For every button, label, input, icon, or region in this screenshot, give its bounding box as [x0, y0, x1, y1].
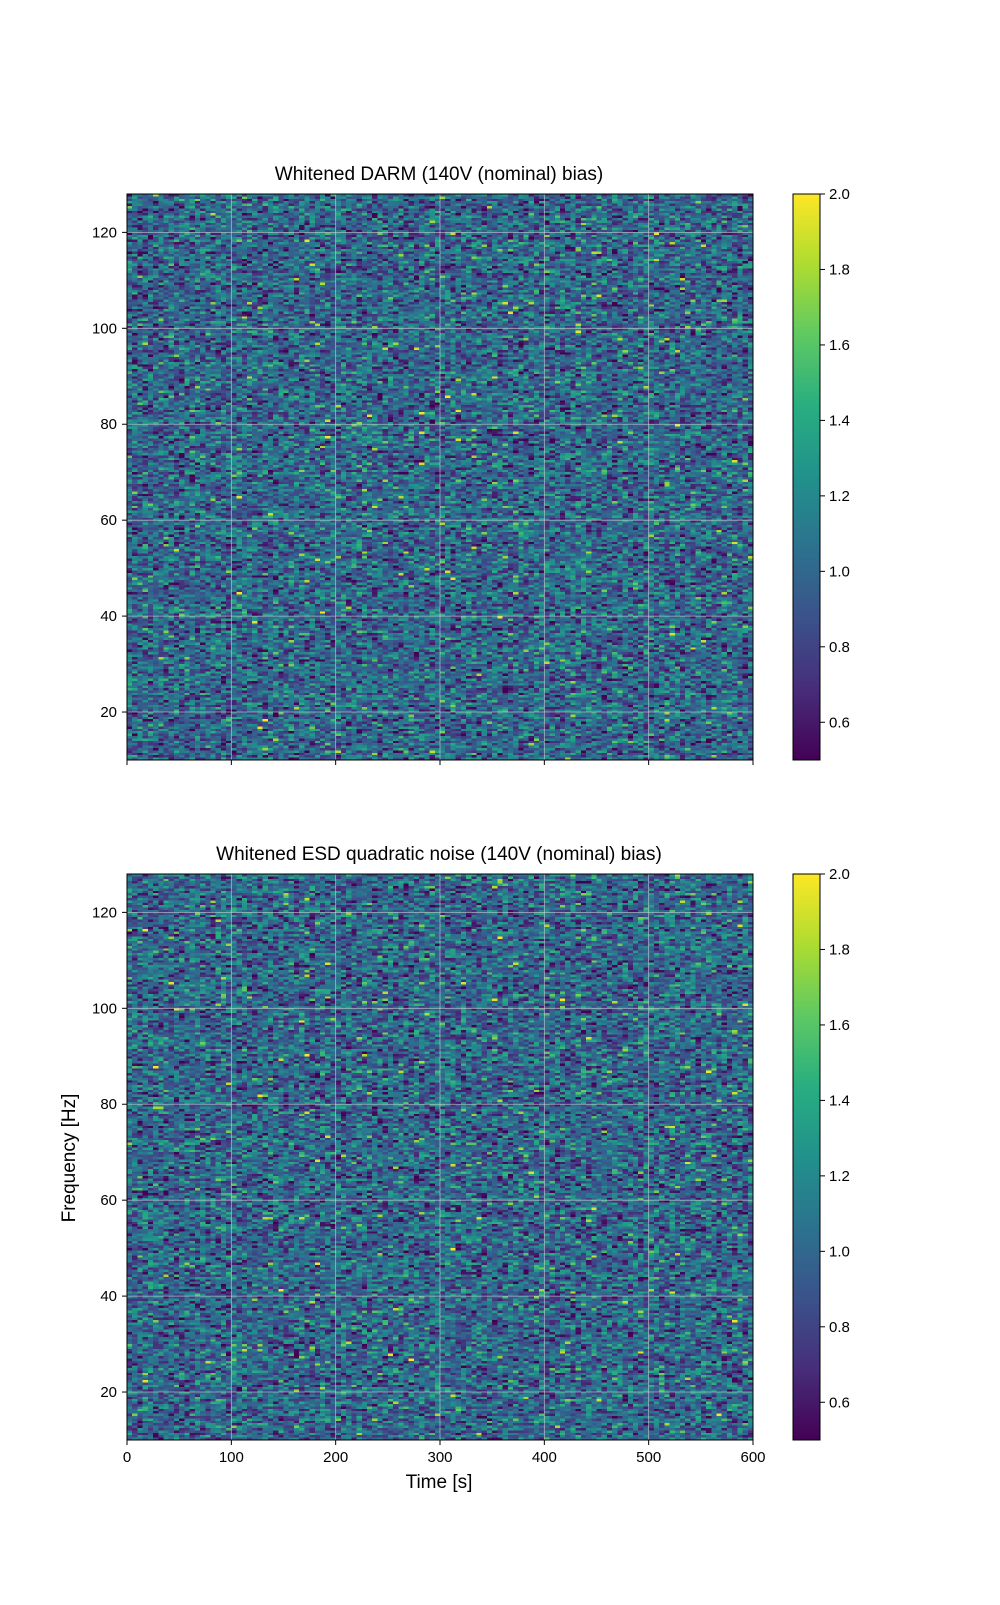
colorbar-tick-label: 2.0 [829, 186, 850, 203]
colorbar-tick-label: 0.8 [829, 639, 850, 656]
x-tick-label: 300 [427, 1449, 452, 1466]
colorbar-tick-label: 1.0 [829, 563, 850, 580]
top-chart-title: Whitened DARM (140V (nominal) bias) [275, 164, 603, 185]
colorbar-tick-label: 1.8 [829, 261, 850, 278]
y-tick-label: 80 [100, 416, 117, 433]
x-tick-label: 500 [636, 1449, 661, 1466]
bottom-y-ticks: 20 40 60 80 100 120 [92, 904, 127, 1401]
x-tick-label: 400 [532, 1449, 557, 1466]
y-tick-label: 20 [100, 1384, 117, 1401]
top-gridlines [127, 194, 753, 760]
colorbar-tick-label: 1.8 [829, 941, 850, 958]
top-colorbar [792, 193, 821, 761]
colorbar-tick-label: 1.4 [829, 412, 850, 429]
y-tick-label: 100 [92, 320, 117, 337]
colorbar-tick-label: 0.8 [829, 1319, 850, 1336]
colorbar-tick-label: 1.6 [829, 337, 850, 354]
colorbar-tick-label: 1.6 [829, 1017, 850, 1034]
x-axis-label: Time [s] [406, 1472, 473, 1493]
bottom-spectrogram-panel: Whitened ESD quadratic noise (140V (nomi… [59, 844, 850, 1493]
y-tick-label: 40 [100, 608, 117, 625]
y-tick-label: 80 [100, 1096, 117, 1113]
top-colorbar-ticks: 0.6 0.8 1.0 1.2 1.4 1.6 1.8 2.0 [820, 186, 850, 731]
y-tick-label: 40 [100, 1288, 117, 1305]
x-tick-label: 100 [219, 1449, 244, 1466]
y-tick-label: 120 [92, 224, 117, 241]
colorbar-tick-label: 1.2 [829, 488, 850, 505]
top-x-ticks [126, 760, 754, 765]
x-tick-label: 0 [123, 1449, 131, 1466]
y-tick-label: 100 [92, 1000, 117, 1017]
y-tick-label: 60 [100, 512, 117, 529]
colorbar-tick-label: 0.6 [829, 1394, 850, 1411]
y-tick-label: 120 [92, 904, 117, 921]
x-tick-label: 600 [740, 1449, 765, 1466]
x-tick-label: 200 [323, 1449, 348, 1466]
bottom-x-ticks: 0 100 200 300 400 500 600 [123, 1440, 766, 1466]
bottom-colorbar [792, 873, 821, 1441]
y-tick-label: 20 [100, 704, 117, 721]
top-spectrogram-panel: Whitened DARM (140V (nominal) bias) 20 40… [92, 164, 850, 765]
colorbar-tick-label: 1.4 [829, 1092, 850, 1109]
y-tick-label: 60 [100, 1192, 117, 1209]
colorbar-tick-label: 0.6 [829, 714, 850, 731]
colorbar-tick-label: 1.0 [829, 1243, 850, 1260]
colorbar-tick-label: 2.0 [829, 866, 850, 883]
bottom-chart-title: Whitened ESD quadratic noise (140V (nomi… [216, 844, 662, 865]
colorbar-tick-label: 1.2 [829, 1168, 850, 1185]
bottom-colorbar-ticks: 0.6 0.8 1.0 1.2 1.4 1.6 1.8 2.0 [820, 866, 850, 1411]
bottom-gridlines [127, 874, 753, 1440]
y-axis-label: Frequency [Hz] [59, 1094, 80, 1223]
top-y-ticks: 20 40 60 80 100 120 [92, 224, 127, 721]
